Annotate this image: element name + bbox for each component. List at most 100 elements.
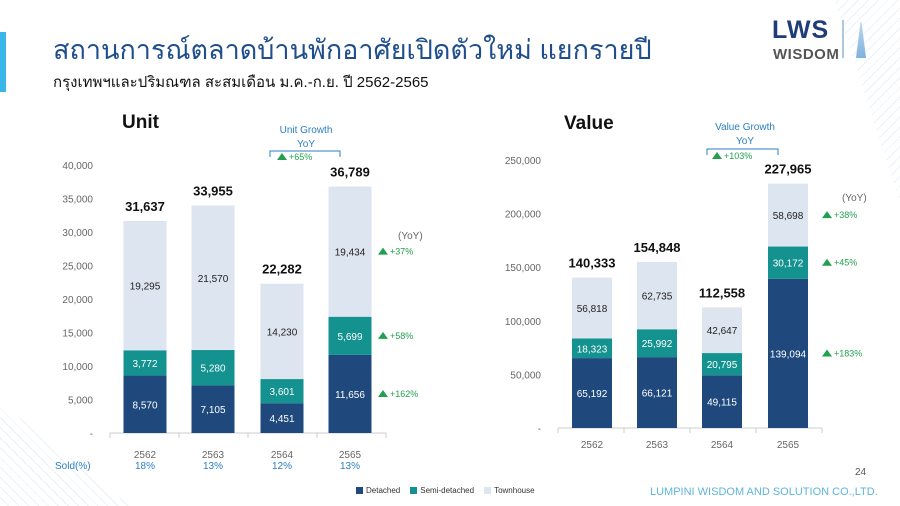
chart-title: Value [564, 113, 614, 134]
bar-value-label: 58,698 [773, 211, 804, 222]
bar-townhouse [123, 221, 167, 351]
accent-bar [0, 32, 6, 92]
sold-percent: 12% [272, 461, 292, 472]
y-tick-label: 20,000 [62, 295, 93, 306]
up-arrow-icon [378, 247, 388, 255]
bar-total-label: 22,282 [262, 262, 302, 277]
bar-total-label: 33,955 [193, 184, 233, 199]
bar-semi-detached [702, 353, 742, 376]
page-subtitle: กรุงเทพฯและปริมณฑล สะสมเดือน ม.ค.-ก.ย. ป… [53, 74, 429, 91]
series-growth-label: +183% [834, 348, 862, 358]
bar-value-label: 30,172 [773, 259, 804, 270]
bar-townhouse [328, 186, 372, 317]
bar-semi-detached [572, 338, 612, 359]
bar-value-label: 5,280 [200, 364, 225, 375]
bar-value-label: 65,192 [577, 389, 608, 400]
x-tick-label: 2565 [777, 440, 800, 451]
x-tick-label: 2562 [134, 450, 157, 461]
growth-bracket [269, 150, 341, 157]
y-tick-label: 200,000 [505, 210, 542, 221]
bar-value-label: 19,295 [130, 282, 161, 293]
bar-value-label: 11,656 [335, 390, 365, 401]
legend-label: Detached [366, 486, 401, 495]
lws-wisdom-logo: LWS WISDOM [772, 16, 882, 66]
bar-semi-detached [123, 350, 167, 376]
y-tick-label: 35,000 [62, 195, 93, 206]
bar-value-label: 66,121 [642, 389, 673, 400]
yoy-label: (YoY) [398, 231, 423, 242]
up-arrow-icon [277, 153, 287, 160]
bar-value-label: 3,772 [132, 359, 157, 370]
bar-detached [702, 375, 742, 428]
bar-townhouse [768, 183, 808, 247]
bar-value-label: 14,230 [267, 327, 298, 338]
sold-percent: 13% [203, 461, 223, 472]
sold-percent: 13% [340, 461, 360, 472]
bar-detached [123, 375, 167, 433]
bar-value-label: 5,699 [337, 332, 362, 343]
bar-total-label: 112,558 [699, 285, 745, 300]
y-tick-label: 10,000 [62, 362, 93, 373]
bar-semi-detached [260, 379, 304, 404]
bar-detached [768, 278, 808, 428]
bar-townhouse [260, 283, 304, 380]
bar-total-label: 227,965 [765, 162, 812, 177]
logo-text: WISDOM [773, 46, 840, 63]
growth-header: Unit Growth [280, 125, 333, 136]
bar-total-label: 140,333 [569, 256, 616, 271]
series-growth-label: +37% [390, 247, 413, 257]
bar-value-label: 4,451 [269, 414, 294, 425]
bar-semi-detached [637, 329, 677, 358]
up-arrow-icon [822, 349, 832, 357]
sold-percent: 18% [135, 461, 155, 472]
growth-total: +65% [289, 152, 312, 162]
page-title: สถานการณ์ตลาดบ้านพักอาศัยเปิดตัวใหม่ แยก… [53, 35, 652, 65]
bar-value-label: 139,094 [770, 349, 807, 360]
growth-bracket [706, 148, 779, 155]
logo-text: LWS [772, 16, 830, 44]
bar-value-label: 25,992 [642, 339, 673, 350]
bar-value-label: 20,795 [707, 360, 738, 371]
up-arrow-icon [822, 258, 832, 266]
x-tick-label: 2565 [339, 450, 362, 461]
bar-detached [637, 357, 677, 428]
bar-semi-detached [768, 246, 808, 279]
series-growth-label: +162% [390, 389, 418, 399]
chart-title: Unit [122, 112, 160, 133]
series-growth-label: +58% [390, 331, 413, 341]
y-tick-label: 250,000 [505, 156, 542, 167]
bar-total-label: 154,848 [634, 240, 681, 255]
y-tick-label: - [90, 429, 93, 440]
legend-label: Semi-detached [420, 486, 475, 495]
y-tick-label: 40,000 [62, 161, 93, 172]
building-icon [856, 22, 866, 58]
legend-swatch [484, 487, 492, 494]
legend-swatch [356, 487, 363, 494]
growth-header: YoY [297, 139, 315, 150]
x-tick-label: 2563 [202, 450, 225, 461]
y-tick-label: 15,000 [62, 329, 93, 340]
bar-value-label: 8,570 [132, 400, 157, 411]
series-growth-label: +45% [834, 258, 857, 268]
legend-item-detached: Detached [356, 486, 400, 495]
bar-detached [191, 385, 235, 433]
legend-swatch [410, 487, 418, 494]
bar-value-label: 42,647 [707, 326, 738, 337]
bar-value-label: 49,115 [707, 398, 737, 409]
up-arrow-icon [378, 389, 388, 397]
y-tick-label: 30,000 [62, 228, 93, 239]
chart-legend: Detached Semi-detached Townhouse [356, 486, 535, 495]
y-tick-label: 5,000 [68, 396, 93, 407]
logo-divider [842, 20, 844, 58]
series-growth-label: +38% [834, 210, 857, 220]
page-number: 24 [855, 467, 867, 478]
y-tick-label: 150,000 [505, 263, 542, 274]
x-tick-label: 2563 [646, 440, 669, 451]
bar-value-label: 18,323 [577, 344, 608, 355]
bar-townhouse [637, 262, 677, 330]
legend-item-townhouse: Townhouse [484, 486, 535, 495]
bar-townhouse [191, 205, 235, 351]
bar-townhouse [702, 307, 742, 354]
x-tick-label: 2562 [581, 440, 604, 451]
